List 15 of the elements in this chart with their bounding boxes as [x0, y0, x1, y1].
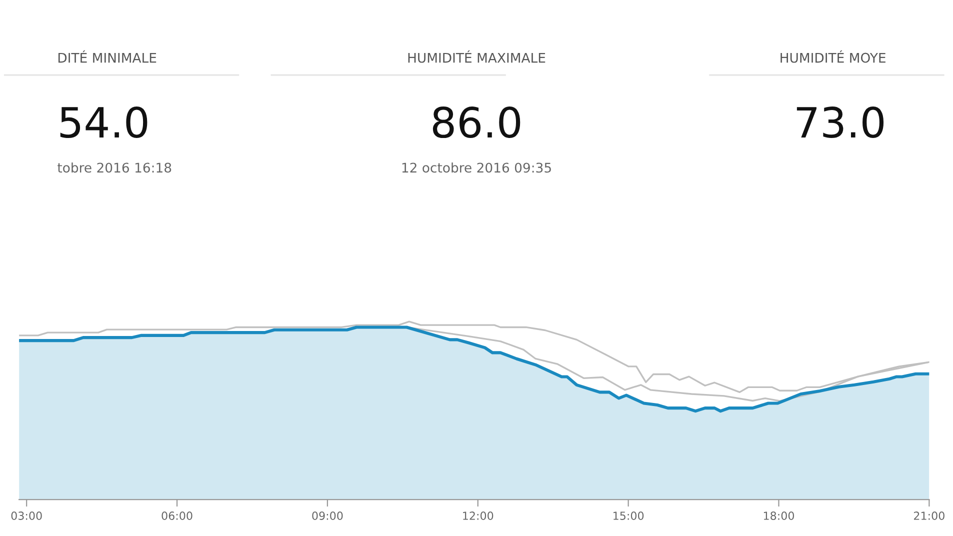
- x-tick-label: 15:00: [614, 512, 644, 520]
- text: 54.0: [60, 106, 148, 138]
- x-tick-label: 12:00: [463, 512, 494, 520]
- text: DITÉ MINIMALE: [58, 50, 156, 63]
- x-tick-label: 06:00: [162, 512, 192, 520]
- text: HUMIDITÉ MOYE: [780, 50, 886, 63]
- x-tick-label: 21:00: [914, 512, 944, 520]
- text: 86.0: [432, 106, 520, 138]
- text: 73.0: [796, 106, 884, 138]
- x-tick-label: 03:00: [11, 512, 42, 520]
- text: tobre 2016 16:18: [58, 162, 172, 173]
- text: 12 octobre 2016 09:35: [402, 162, 551, 173]
- x-tick-label: 09:00: [312, 512, 343, 520]
- text: HUMIDITÉ MAXIMALE: [408, 50, 546, 63]
- x-tick-label: 18:00: [764, 512, 794, 520]
